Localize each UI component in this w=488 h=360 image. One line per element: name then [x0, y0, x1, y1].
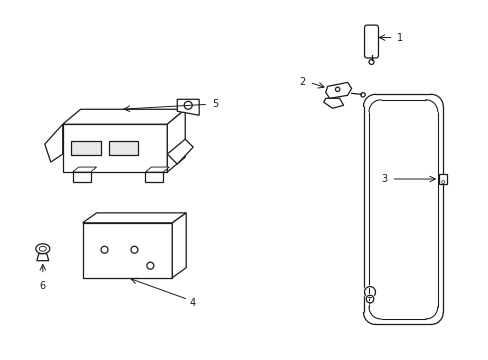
Bar — [71, 141, 101, 155]
Ellipse shape — [39, 246, 46, 251]
Polygon shape — [177, 99, 199, 115]
Circle shape — [335, 87, 339, 91]
Bar — [438, 174, 447, 184]
Circle shape — [131, 246, 138, 253]
Ellipse shape — [36, 244, 50, 254]
Polygon shape — [325, 82, 351, 98]
Polygon shape — [73, 172, 90, 182]
Text: 1: 1 — [397, 32, 403, 42]
Circle shape — [360, 93, 365, 97]
Text: 6: 6 — [40, 280, 46, 291]
Circle shape — [101, 246, 108, 253]
Polygon shape — [37, 254, 49, 261]
Polygon shape — [62, 124, 167, 172]
Text: 3: 3 — [381, 174, 386, 184]
Polygon shape — [45, 124, 62, 162]
Circle shape — [368, 59, 373, 64]
Circle shape — [184, 101, 192, 109]
Bar — [108, 141, 138, 155]
Bar — [82, 223, 172, 278]
Polygon shape — [145, 167, 169, 172]
Polygon shape — [167, 109, 185, 172]
Text: 2: 2 — [299, 77, 305, 87]
Polygon shape — [172, 213, 186, 278]
Polygon shape — [73, 167, 96, 172]
Polygon shape — [82, 213, 186, 223]
Circle shape — [441, 180, 444, 184]
Polygon shape — [167, 139, 193, 164]
Circle shape — [146, 262, 154, 269]
Text: 5: 5 — [212, 99, 218, 109]
Polygon shape — [323, 98, 343, 108]
FancyBboxPatch shape — [364, 25, 378, 58]
Polygon shape — [62, 109, 185, 124]
Text: 4: 4 — [189, 297, 195, 307]
Polygon shape — [145, 172, 163, 182]
